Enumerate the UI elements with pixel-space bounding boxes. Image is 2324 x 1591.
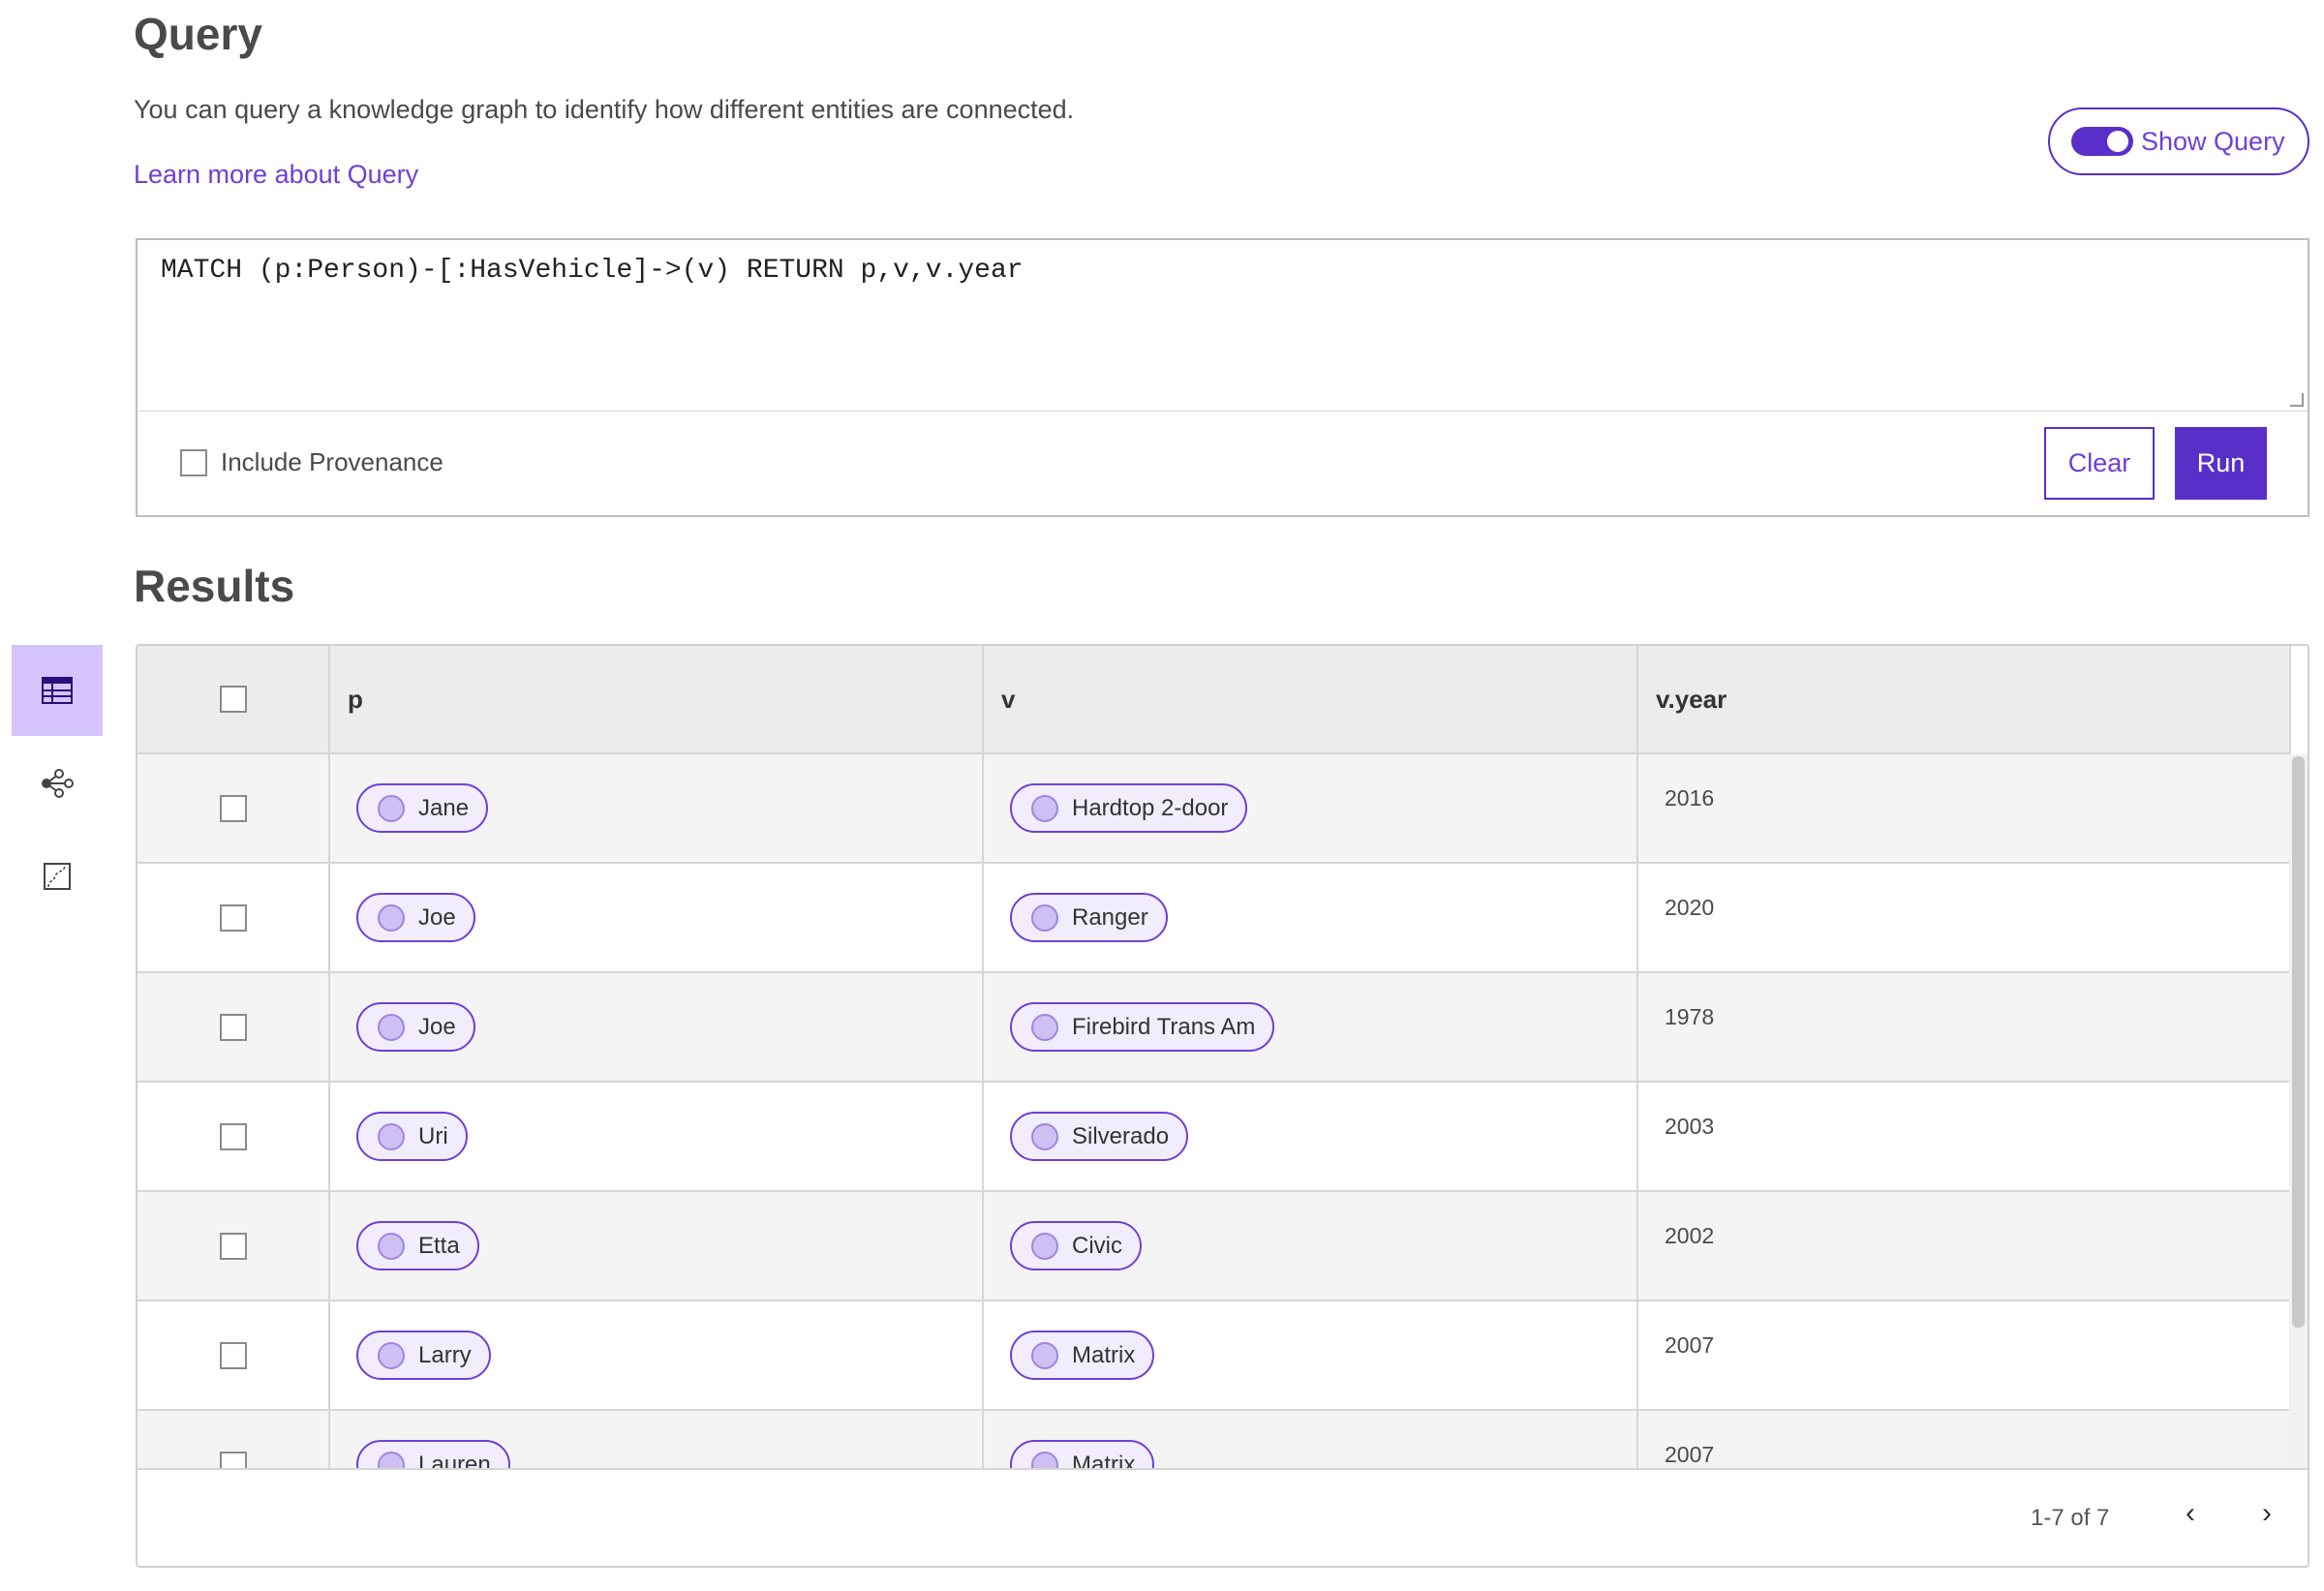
- year-cell: 2020: [1638, 864, 2291, 971]
- pill-label: Ranger: [1072, 903, 1148, 931]
- entity-pill-person[interactable]: Etta: [356, 1221, 479, 1270]
- entity-node-icon: [378, 1232, 405, 1260]
- graph-icon: [42, 769, 74, 798]
- pill-label: Firebird Trans Am: [1072, 1013, 1256, 1040]
- entity-pill-vehicle[interactable]: Hardtop 2-door: [1010, 783, 1248, 833]
- table-row: Etta Civic 2002: [138, 1192, 2291, 1301]
- show-query-label: Show Query: [2141, 126, 2285, 156]
- entity-node-icon: [1031, 1013, 1058, 1041]
- run-button[interactable]: Run: [2175, 427, 2267, 500]
- entity-pill-person[interactable]: Uri: [356, 1112, 468, 1161]
- entity-pill-person[interactable]: Jane: [356, 783, 489, 833]
- entity-node-icon: [1031, 1232, 1058, 1260]
- page-description: You can query a knowledge graph to ident…: [134, 95, 1075, 124]
- pill-label: Civic: [1072, 1232, 1122, 1259]
- pill-label: Uri: [418, 1122, 448, 1149]
- sidebar-item-table[interactable]: [12, 645, 103, 736]
- entity-pill-person[interactable]: Joe: [356, 1002, 475, 1052]
- table-footer: 1-7 of 7 ‹ ›: [138, 1468, 2308, 1566]
- entity-pill-vehicle[interactable]: Firebird Trans Am: [1010, 1002, 1275, 1052]
- entity-node-icon: [378, 1341, 405, 1369]
- year-cell: 1978: [1638, 973, 2291, 1081]
- row-checkbox[interactable]: [219, 903, 247, 932]
- entity-node-icon: [1031, 1341, 1058, 1369]
- pill-label: Hardtop 2-door: [1072, 794, 1229, 821]
- column-header-p[interactable]: p: [330, 646, 984, 752]
- pill-label: Joe: [418, 903, 456, 931]
- scrollbar[interactable]: [2289, 754, 2308, 1469]
- table-icon: [42, 677, 73, 704]
- results-table: p v v.year Jane Hardtop 2-door 2016 Joe …: [136, 644, 2309, 1568]
- clear-button[interactable]: Clear: [2044, 427, 2155, 500]
- year-cell: 2003: [1638, 1083, 2291, 1190]
- column-header-v[interactable]: v: [984, 646, 1638, 752]
- row-checkbox[interactable]: [219, 794, 247, 822]
- select-all-checkbox[interactable]: [219, 686, 247, 713]
- table-row: Jane Hardtop 2-door 2016: [138, 754, 2291, 864]
- pill-label: Joe: [418, 1013, 456, 1040]
- results-title: Results: [134, 561, 295, 611]
- previous-page-icon[interactable]: ‹: [2186, 1497, 2195, 1529]
- entity-pill-vehicle[interactable]: Silverado: [1010, 1112, 1189, 1161]
- entity-pill-person[interactable]: Joe: [356, 893, 475, 942]
- chart-icon: [44, 863, 71, 890]
- query-editor: MATCH (p:Person)-[:HasVehicle]->(v) RETU…: [136, 238, 2309, 517]
- entity-pill-vehicle[interactable]: Civic: [1010, 1221, 1142, 1270]
- page-title: Query: [134, 9, 262, 59]
- pill-label: Larry: [418, 1341, 472, 1368]
- pill-label: Matrix: [1072, 1341, 1136, 1368]
- row-checkbox[interactable]: [219, 1341, 247, 1369]
- pill-label: Jane: [418, 794, 470, 821]
- row-checkbox[interactable]: [219, 1122, 247, 1150]
- table-header: p v v.year: [138, 646, 2291, 754]
- entity-node-icon: [378, 903, 405, 932]
- sidebar-item-chart[interactable]: [12, 831, 103, 922]
- year-cell: 2002: [1638, 1192, 2291, 1300]
- row-checkbox[interactable]: [219, 1013, 247, 1041]
- entity-pill-vehicle[interactable]: Matrix: [1010, 1331, 1155, 1380]
- pill-label: Silverado: [1072, 1122, 1170, 1149]
- entity-pill-vehicle[interactable]: Ranger: [1010, 893, 1168, 942]
- pagination-info: 1-7 of 7: [2031, 1505, 2110, 1531]
- table-row: Joe Ranger 2020: [138, 864, 2291, 973]
- column-header-v-year[interactable]: v.year: [1638, 646, 2291, 752]
- include-provenance-checkbox[interactable]: [180, 448, 207, 476]
- include-provenance-label: Include Provenance: [221, 447, 443, 476]
- scrollbar-thumb[interactable]: [2292, 756, 2305, 1328]
- learn-more-link[interactable]: Learn more about Query: [134, 160, 419, 189]
- entity-node-icon: [1031, 794, 1058, 822]
- entity-node-icon: [1031, 1122, 1058, 1150]
- entity-node-icon: [378, 794, 405, 822]
- table-row: Larry Matrix 2007: [138, 1301, 2291, 1411]
- pill-label: Etta: [418, 1232, 460, 1259]
- next-page-icon[interactable]: ›: [2262, 1497, 2272, 1529]
- entity-node-icon: [378, 1013, 405, 1041]
- toggle-switch-icon[interactable]: [2071, 127, 2133, 156]
- entity-pill-person[interactable]: Larry: [356, 1331, 491, 1380]
- entity-node-icon: [378, 1122, 405, 1150]
- include-provenance[interactable]: Include Provenance: [180, 447, 443, 477]
- year-cell: 2016: [1638, 754, 2291, 862]
- entity-node-icon: [1031, 903, 1058, 932]
- show-query-toggle[interactable]: Show Query: [2048, 107, 2309, 175]
- row-checkbox[interactable]: [219, 1232, 247, 1260]
- table-row: Uri Silverado 2003: [138, 1083, 2291, 1192]
- table-row: Joe Firebird Trans Am 1978: [138, 973, 2291, 1083]
- resize-handle-icon[interactable]: [2290, 393, 2304, 407]
- query-input[interactable]: MATCH (p:Person)-[:HasVehicle]->(v) RETU…: [138, 240, 2308, 412]
- year-cell: 2007: [1638, 1301, 2291, 1409]
- sidebar-item-graph[interactable]: [12, 738, 103, 829]
